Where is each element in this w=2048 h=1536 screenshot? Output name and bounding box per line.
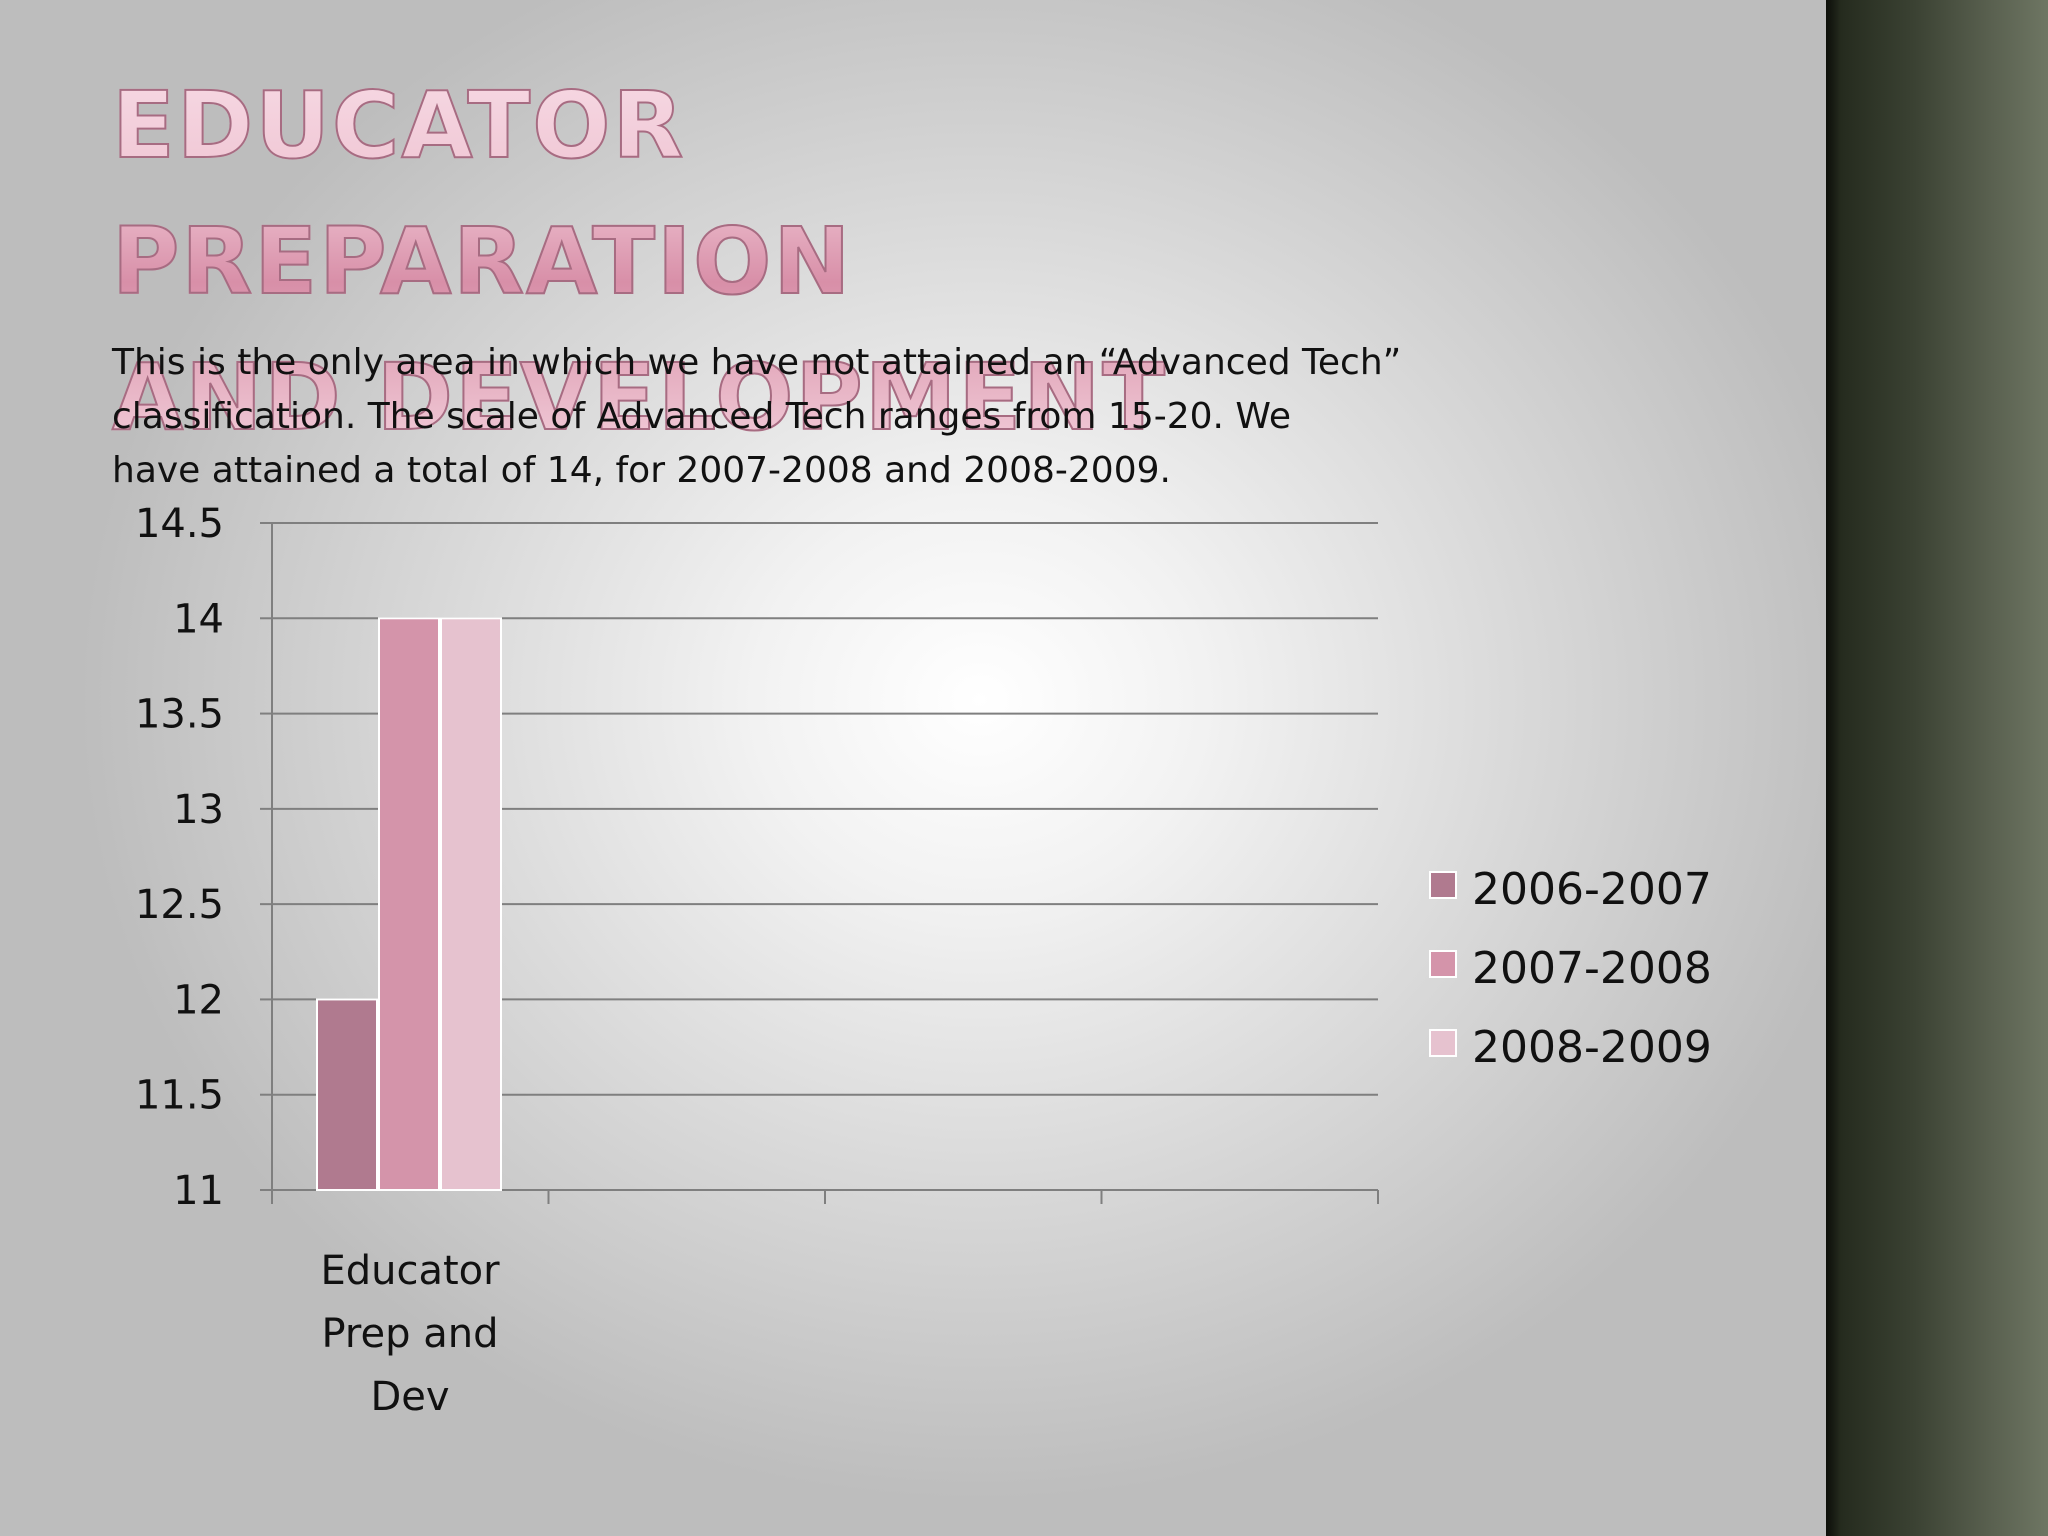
bar-2006-2007 (316, 998, 378, 1192)
y-tick-label: 13 (173, 787, 224, 833)
legend-label: 2007-2008 (1472, 943, 1712, 994)
body-line-2: classification. The scale of Advanced Te… (112, 396, 1292, 437)
bar-2007-2008 (378, 617, 440, 1191)
category-label: Educator (320, 1248, 500, 1294)
bar-2008-2009 (440, 617, 502, 1191)
y-tick-label: 14 (173, 596, 224, 642)
y-tick-label: 13.5 (135, 692, 224, 738)
category-label: Dev (370, 1374, 449, 1420)
y-tick-label: 12.5 (135, 882, 224, 928)
y-tick-label: 11.5 (135, 1073, 224, 1119)
title-line-1: EDUCATOR PREPARATION (111, 71, 853, 316)
y-tick-label: 11 (173, 1168, 224, 1214)
title-line-2: AND DEVELOPMENT (111, 343, 1167, 452)
y-tick-label: 12 (173, 977, 224, 1023)
legend-swatch (1429, 1029, 1457, 1057)
body-text: This is the only area in which we have n… (112, 336, 1452, 498)
legend-swatch (1429, 871, 1457, 899)
side-panel (1826, 0, 2048, 1536)
y-tick-label: 14.5 (135, 501, 224, 547)
slide: EDUCATOR PREPARATION AND DEVELOPMENT Thi… (0, 0, 1826, 1536)
legend-swatch (1429, 950, 1457, 978)
slide-title: EDUCATOR PREPARATION AND DEVELOPMENT (111, 58, 1412, 466)
body-line-3: have attained a total of 14, for 2007-20… (112, 450, 1171, 491)
legend-label: 2008-2009 (1472, 1022, 1712, 1073)
legend-label: 2006-2007 (1472, 864, 1712, 915)
category-label: Prep and (322, 1311, 499, 1357)
body-line-1: This is the only area in which we have n… (112, 342, 1402, 383)
